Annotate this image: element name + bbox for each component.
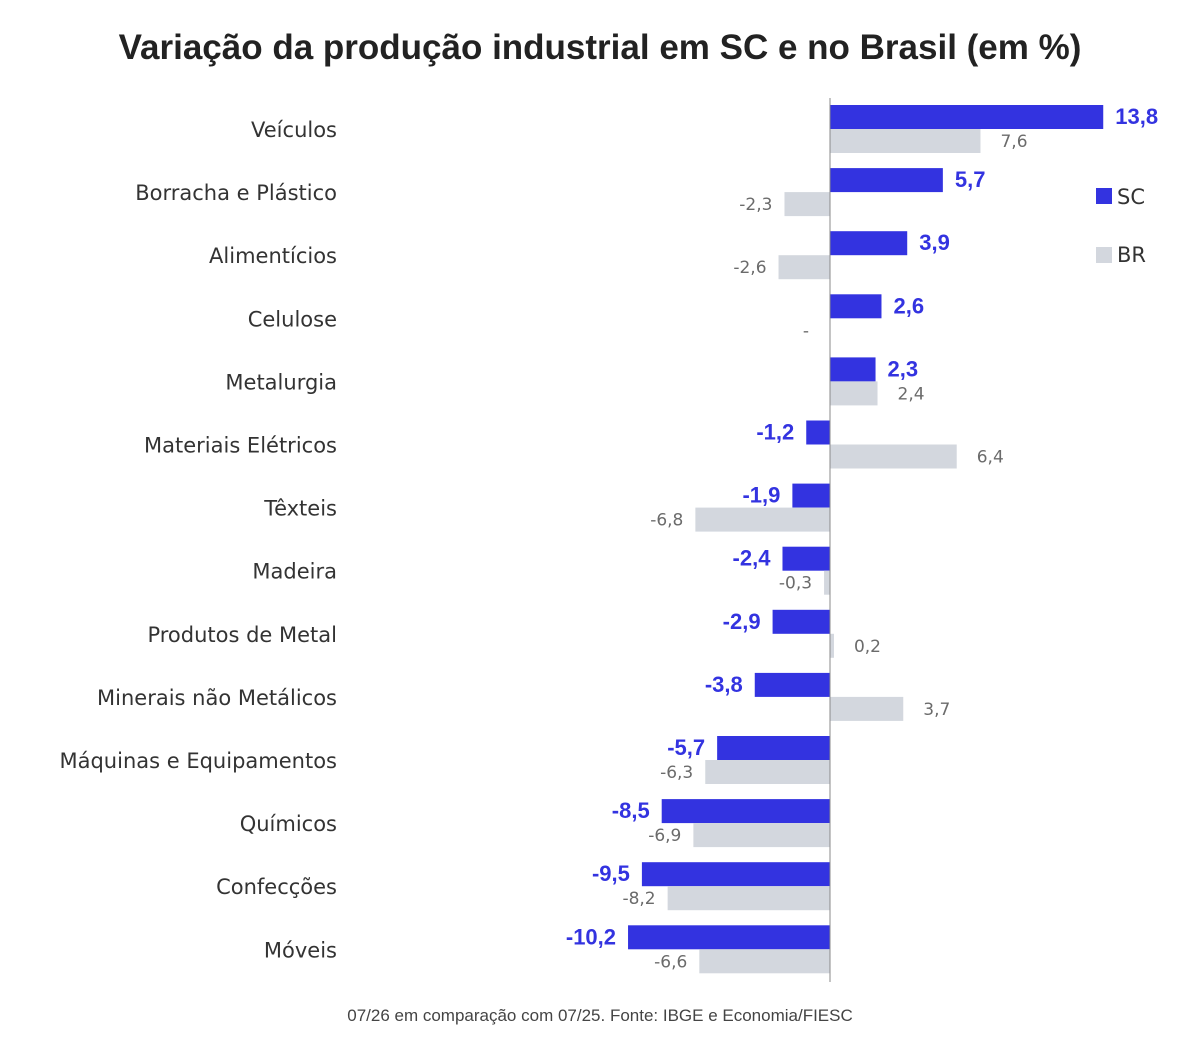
chart-footnote: 07/26 em comparação com 07/25. Fonte: IB…	[347, 1006, 853, 1025]
legend-swatch-sc	[1096, 188, 1112, 204]
category-label: Borracha e Plástico	[135, 181, 337, 205]
category-label: Minerais não Metálicos	[97, 686, 337, 710]
sc-bar	[830, 294, 882, 319]
legend-label-br: BR	[1117, 243, 1146, 267]
sc-value-label: -3,8	[705, 672, 743, 697]
br-value-label: 6,4	[977, 448, 1004, 468]
sc-value-label: 5,7	[955, 167, 986, 192]
sc-value-label: -5,7	[667, 735, 705, 760]
sc-value-label: -9,5	[592, 861, 630, 886]
br-value-label: 3,7	[923, 700, 950, 720]
legend-label-sc: SC	[1117, 185, 1145, 209]
sc-bar	[661, 799, 830, 824]
sc-bar	[628, 925, 830, 950]
br-bar	[830, 696, 904, 721]
category-label: Têxteis	[263, 497, 337, 521]
br-value-label: -2,6	[733, 258, 766, 278]
br-bar	[705, 760, 830, 784]
br-bar	[830, 633, 834, 658]
legend-swatch-br	[1096, 247, 1112, 263]
sc-value-label: -1,2	[756, 420, 794, 445]
br-bar	[830, 444, 957, 469]
category-label: Químicos	[240, 812, 337, 836]
category-label: Metalurgia	[225, 370, 337, 394]
br-value-label: -6,8	[650, 511, 683, 531]
sc-value-label: -2,9	[723, 609, 761, 634]
category-label: Confecções	[216, 875, 337, 899]
sc-bar	[830, 168, 943, 193]
category-label: Celulose	[248, 307, 337, 331]
sc-value-label: 13,8	[1115, 104, 1158, 129]
br-bar	[824, 570, 830, 595]
br-value-label: -0,3	[779, 574, 812, 594]
br-bar	[695, 507, 830, 532]
sc-bar	[792, 483, 830, 508]
sc-value-label: 3,9	[919, 230, 950, 255]
sc-bar	[772, 609, 830, 634]
br-bar	[778, 255, 830, 280]
sc-bar	[830, 105, 1104, 129]
sc-value-label: 2,3	[888, 356, 919, 381]
br-bar	[784, 192, 830, 217]
sc-value-label: 2,6	[893, 293, 924, 318]
category-label: Móveis	[264, 938, 337, 962]
br-bar	[667, 886, 830, 911]
br-value-label: -6,6	[654, 952, 687, 972]
sc-value-label: -10,2	[566, 924, 616, 949]
br-value-label: 2,4	[898, 384, 925, 404]
sc-value-label: -1,9	[742, 483, 780, 508]
br-bar	[830, 381, 878, 406]
sc-bar	[830, 357, 876, 382]
sc-value-label: -8,5	[612, 798, 650, 823]
category-label: Máquinas e Equipamentos	[59, 749, 337, 773]
category-label: Produtos de Metal	[147, 623, 337, 647]
br-value-label: -8,2	[622, 889, 655, 909]
br-value-label: -6,9	[648, 826, 681, 846]
category-label: Madeira	[252, 560, 337, 584]
br-value-label: -	[803, 321, 809, 341]
sc-bar	[754, 672, 830, 697]
br-value-label: 0,2	[854, 637, 881, 657]
chart-title: Variação da produção industrial em SC e …	[118, 28, 1082, 67]
sc-bar	[830, 231, 908, 256]
br-value-label: 7,6	[1000, 132, 1027, 152]
br-bar	[699, 949, 830, 974]
br-bar	[693, 823, 830, 848]
sc-bar	[717, 736, 830, 760]
br-value-label: -6,3	[660, 763, 693, 783]
category-label: Alimentícios	[209, 244, 337, 268]
category-label: Materiais Elétricos	[144, 434, 337, 458]
sc-bar	[806, 420, 830, 445]
sc-value-label: -2,4	[733, 546, 772, 571]
sc-bar	[782, 546, 830, 571]
br-bar	[830, 129, 981, 153]
sc-bar	[641, 862, 830, 887]
category-label: Veículos	[251, 118, 337, 142]
br-value-label: -2,3	[739, 195, 772, 215]
